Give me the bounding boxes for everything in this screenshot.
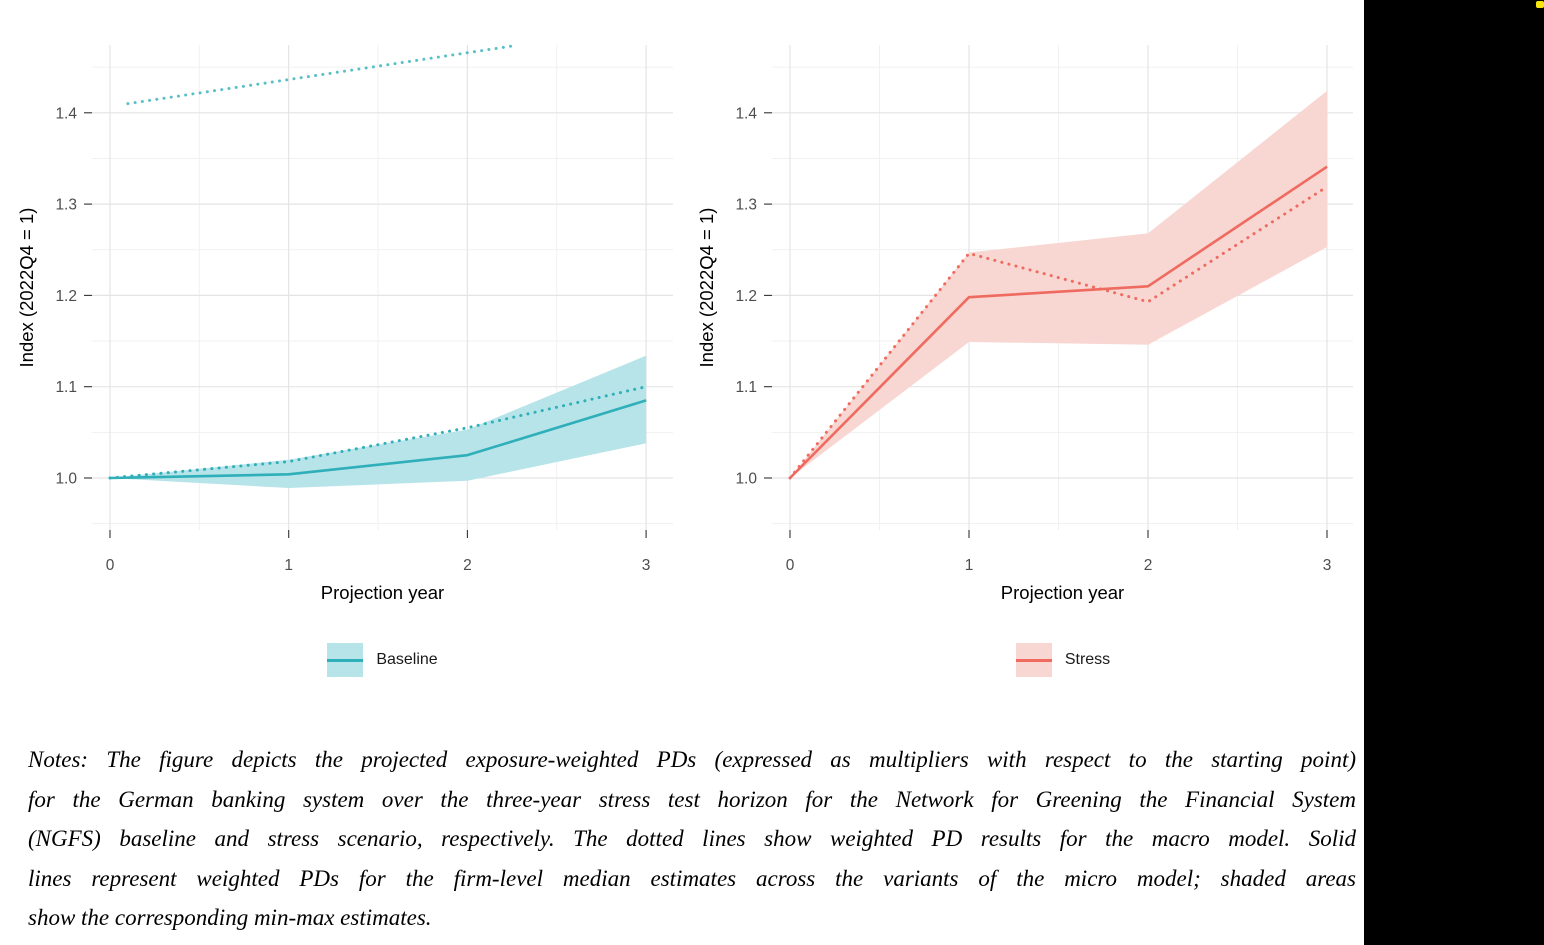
macro-dotted-line <box>788 185 1329 480</box>
svg-text:1: 1 <box>965 557 974 574</box>
x-tick-labels: 0 1 2 3 <box>106 557 651 574</box>
minmax-band <box>790 90 1327 478</box>
svg-text:1.0: 1.0 <box>735 471 757 488</box>
black-side-bar <box>1364 0 1544 945</box>
top-dotted-artifact <box>126 43 519 106</box>
notes-line: Notes: The figure depicts the projected … <box>28 747 1356 772</box>
notes-line: lines represent weighted PDs for the fir… <box>28 865 1356 891</box>
notes-line: (NGFS) baseline and stress scenario, res… <box>28 826 1356 851</box>
stress-legend-key <box>1015 643 1052 677</box>
svg-text:1.0: 1.0 <box>55 471 77 488</box>
svg-text:0: 0 <box>106 557 115 574</box>
dual-line-charts: 0 1 2 3 1.0 1.1 1.2 1.3 1.4 Projection year Index … <box>16 43 1353 603</box>
grid-minor <box>92 45 673 530</box>
baseline-legend-label: Baseline <box>376 651 438 668</box>
notes-line: show the corresponding min-max estimates… <box>28 905 432 930</box>
y-axis-title: Index (2022Q4 = 1) <box>16 208 37 368</box>
svg-text:1.2: 1.2 <box>55 288 77 305</box>
svg-text:1.1: 1.1 <box>735 379 757 396</box>
axis-ticks <box>764 112 1328 538</box>
svg-text:1.4: 1.4 <box>735 105 757 122</box>
svg-text:1.1: 1.1 <box>55 379 77 396</box>
y-tick-labels: 1.0 1.1 1.2 1.3 1.4 <box>55 105 77 487</box>
micro-median-line <box>789 165 1328 479</box>
stress-legend-key-line <box>1015 658 1052 662</box>
baseline-legend-key <box>327 643 364 677</box>
baseline-legend: Baseline <box>92 643 673 677</box>
baseline-legend-key-line <box>327 658 364 662</box>
stress-chart: 0 1 2 3 1.0 1.1 1.2 1.3 1.4 Projection year Index … <box>696 45 1353 603</box>
figure-notes: Notes: The figure depicts the projected … <box>28 740 1356 938</box>
yellow-marker <box>1536 1 1544 8</box>
y-tick-labels: 1.0 1.1 1.2 1.3 1.4 <box>735 105 757 487</box>
svg-text:2: 2 <box>463 557 472 574</box>
stress-legend-label: Stress <box>1064 651 1111 668</box>
x-axis-title: Projection year <box>321 582 444 603</box>
y-axis-title: Index (2022Q4 = 1) <box>696 208 717 368</box>
micro-median-line <box>109 399 647 480</box>
stress-legend: Stress <box>772 643 1354 677</box>
svg-text:1: 1 <box>284 557 293 574</box>
svg-text:1.4: 1.4 <box>55 105 77 122</box>
notes-line: for the German banking system over the t… <box>28 786 1356 812</box>
macro-dotted-line <box>108 385 648 480</box>
svg-text:2: 2 <box>1144 557 1153 574</box>
x-tick-labels: 0 1 2 3 <box>786 557 1332 574</box>
svg-text:0: 0 <box>786 557 795 574</box>
x-axis-title: Projection year <box>1001 582 1124 603</box>
svg-text:1.3: 1.3 <box>55 197 77 214</box>
svg-text:3: 3 <box>642 557 651 574</box>
axis-ticks <box>84 112 647 538</box>
svg-text:1.2: 1.2 <box>735 288 757 305</box>
svg-text:1.3: 1.3 <box>735 197 757 214</box>
baseline-chart: 0 1 2 3 1.0 1.1 1.2 1.3 1.4 Projection year Index … <box>16 43 673 603</box>
minmax-band <box>110 355 647 489</box>
svg-text:3: 3 <box>1323 557 1332 574</box>
